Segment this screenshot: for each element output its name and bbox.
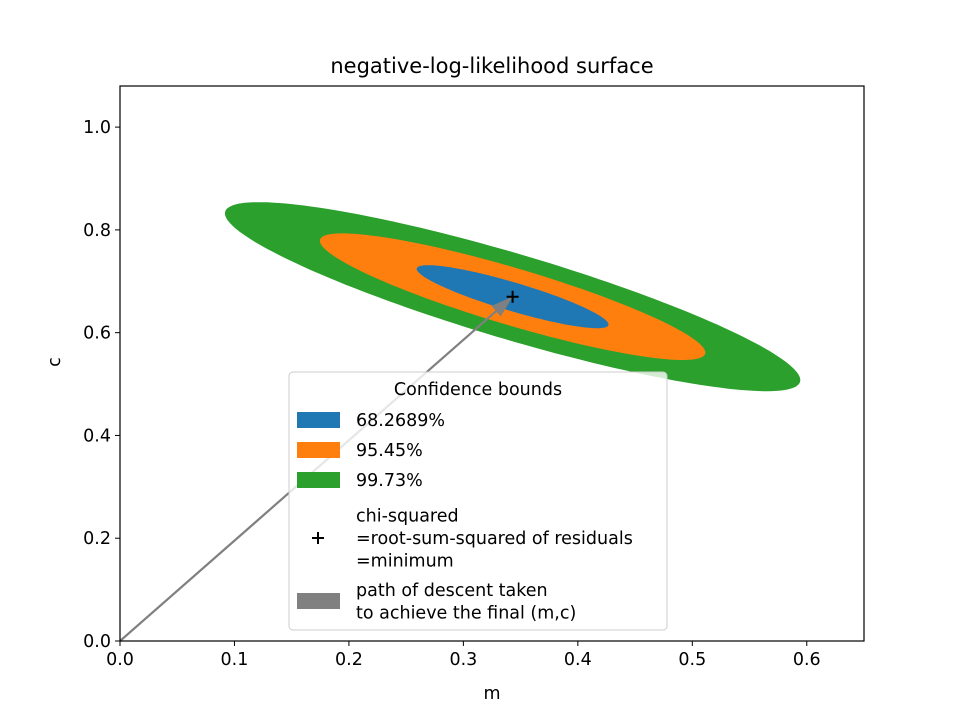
axes-frame bbox=[119, 85, 865, 642]
x-tick-label: 0.6 bbox=[793, 650, 821, 670]
legend-label: to achieve the final (m,c) bbox=[356, 603, 576, 623]
x-tick-label: 0.5 bbox=[678, 650, 706, 670]
legend-label: path of descent taken bbox=[356, 581, 548, 601]
legend-swatch bbox=[297, 442, 340, 458]
y-tick-label: 0.4 bbox=[83, 426, 111, 446]
legend-label: 99.73% bbox=[356, 471, 423, 491]
legend-swatch bbox=[297, 593, 340, 609]
y-tick-label: 0.2 bbox=[83, 529, 111, 549]
x-tick-label: 0.3 bbox=[449, 650, 477, 670]
x-axis: 0.0 0.1 0.2 0.3 0.4 0.5 0.6 bbox=[106, 641, 821, 670]
chart-title: negative-log-likelihood surface bbox=[330, 54, 653, 78]
plot-area bbox=[119, 85, 865, 642]
legend-label: 95.45% bbox=[356, 441, 423, 461]
x-axis-label: m bbox=[483, 684, 500, 704]
y-tick-label: 0.0 bbox=[83, 632, 111, 652]
legend-label: chi-squared bbox=[356, 507, 459, 527]
minimum-marker bbox=[506, 290, 519, 303]
y-tick-label: 0.8 bbox=[83, 221, 111, 241]
legend-marker bbox=[312, 532, 324, 544]
legend-label: 68.2689% bbox=[356, 411, 445, 431]
x-tick-label: 0.0 bbox=[106, 650, 134, 670]
y-axis-label: c bbox=[45, 357, 65, 367]
y-axis: 0.0 0.2 0.4 0.6 0.8 1.0 bbox=[83, 118, 120, 652]
x-tick-label: 0.2 bbox=[335, 650, 363, 670]
legend-swatch bbox=[297, 412, 340, 428]
x-tick-label: 0.1 bbox=[221, 650, 249, 670]
legend-swatch bbox=[297, 472, 340, 488]
legend-label: =minimum bbox=[356, 552, 454, 572]
x-tick-label: 0.4 bbox=[564, 650, 592, 670]
y-tick-label: 1.0 bbox=[83, 118, 111, 138]
legend: Confidence bounds 68.2689% 95.45% 99.73% chi… bbox=[288, 371, 668, 631]
legend-title: Confidence bounds bbox=[394, 380, 562, 400]
legend-box bbox=[288, 371, 668, 631]
legend-label: =root-sum-squared of residuals bbox=[356, 529, 633, 549]
y-tick-label: 0.6 bbox=[83, 324, 111, 344]
descent-path-arrowhead bbox=[491, 296, 513, 317]
